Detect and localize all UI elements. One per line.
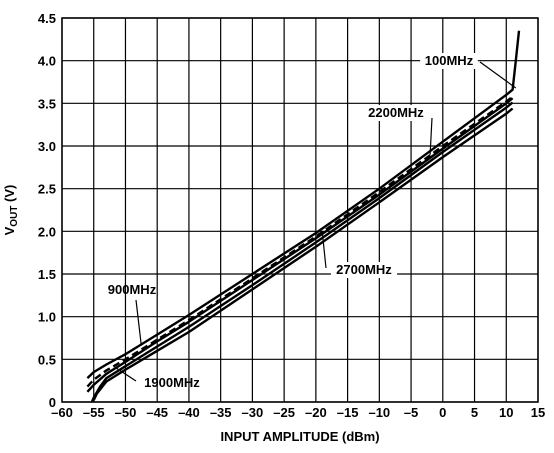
- x-tick-label: –40: [178, 405, 200, 420]
- annotation-leader-line: [135, 299, 142, 346]
- x-tick-label: –25: [273, 405, 295, 420]
- annotation-label-2200MHz: 2200MHz: [368, 105, 424, 120]
- x-tick-labels: –60 –55 –50 –45 –40 –35 –30 –25 –20 –15 –10 –5 0 5 10 1…: [51, 405, 545, 420]
- x-axis-title: INPUT AMPLITUDE (dBm): [220, 429, 379, 444]
- y-tick-label: 3.5: [38, 96, 56, 111]
- x-tick-label: –5: [404, 405, 418, 420]
- series-line-2200MHz: [86, 95, 514, 388]
- y-tick-label: 0.5: [38, 352, 56, 367]
- y-tick-label: 4.5: [38, 11, 56, 26]
- x-tick-label: –55: [83, 405, 105, 420]
- x-tick-label: 0: [439, 405, 446, 420]
- x-tick-label: –60: [51, 405, 73, 420]
- x-tick-label: 15: [531, 405, 545, 420]
- series-line-900MHz: [86, 97, 514, 393]
- y-tick-label: 1.5: [38, 267, 56, 282]
- annotations: 100MHz 2200MHz 900MHz 1900MHz 2700MHz: [108, 53, 517, 390]
- x-tick-label: –10: [368, 405, 390, 420]
- y-tick-label: 0: [49, 395, 56, 410]
- series-lines: [86, 30, 521, 403]
- annotation-leader-line: [479, 61, 517, 89]
- x-tick-label: 10: [499, 405, 513, 420]
- series-line-2700MHz: [90, 101, 514, 403]
- annotation-background: [362, 105, 430, 121]
- y-axis-title: VOUT (V): [2, 185, 20, 236]
- y-tick-label: 3.0: [38, 139, 56, 154]
- annotation-label-900MHz: 900MHz: [108, 282, 157, 297]
- x-tick-label: –30: [242, 405, 264, 420]
- annotation-leader-line: [321, 231, 327, 269]
- x-tick-label: –45: [146, 405, 168, 420]
- series-line-1900MHz: [92, 107, 514, 401]
- y-axis-title-unit: (V): [2, 185, 17, 206]
- annotation-label-1900MHz: 1900MHz: [144, 375, 200, 390]
- plot-frame: [61, 17, 539, 403]
- annotation-background: [420, 53, 478, 69]
- annotation-leader-line: [429, 117, 433, 155]
- grid-lines: [61, 17, 539, 403]
- annotation-label-100MHz: 100MHz: [425, 53, 474, 68]
- x-tick-label: –35: [210, 405, 232, 420]
- x-tick-label: –15: [337, 405, 359, 420]
- y-axis-title-sub: OUT: [9, 206, 20, 227]
- x-tick-label: 5: [471, 405, 478, 420]
- y-tick-labels: 0 0.5 1.0 1.5 2.0 2.5 3.0 3.5 4.0 4.5: [38, 11, 56, 410]
- annotation-label-2700MHz: 2700MHz: [336, 262, 392, 277]
- y-tick-label: 2.0: [38, 224, 56, 239]
- y-tick-label: 4.0: [38, 54, 56, 69]
- x-tick-label: –50: [115, 405, 137, 420]
- annotation-leader-line: [115, 367, 137, 382]
- y-tick-label: 1.0: [38, 310, 56, 325]
- annotation-background: [330, 262, 398, 278]
- y-tick-label: 2.5: [38, 182, 56, 197]
- y-axis-title-main: V: [2, 226, 17, 235]
- series-line-100MHz: [86, 30, 521, 379]
- x-tick-label: –20: [305, 405, 327, 420]
